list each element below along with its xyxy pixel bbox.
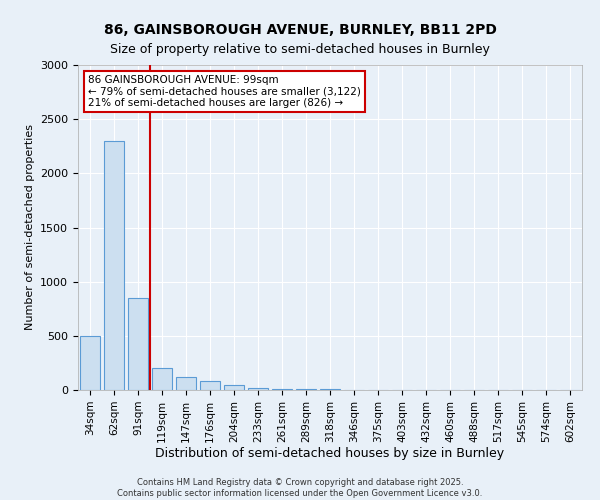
Bar [200, 382, 220, 390]
Text: 86, GAINSBOROUGH AVENUE, BURNLEY, BB11 2PD: 86, GAINSBOROUGH AVENUE, BURNLEY, BB11 2… [104, 22, 496, 36]
Bar [152, 368, 172, 390]
Text: Contains HM Land Registry data © Crown copyright and database right 2025.
Contai: Contains HM Land Registry data © Crown c… [118, 478, 482, 498]
Bar [128, 298, 148, 390]
Bar [104, 141, 124, 390]
X-axis label: Distribution of semi-detached houses by size in Burnley: Distribution of semi-detached houses by … [155, 448, 505, 460]
Text: Size of property relative to semi-detached houses in Burnley: Size of property relative to semi-detach… [110, 42, 490, 56]
Bar [224, 384, 244, 390]
Bar [80, 336, 100, 390]
Bar [272, 389, 292, 390]
Text: 86 GAINSBOROUGH AVENUE: 99sqm
← 79% of semi-detached houses are smaller (3,122)
: 86 GAINSBOROUGH AVENUE: 99sqm ← 79% of s… [88, 74, 361, 108]
Bar [248, 388, 268, 390]
Y-axis label: Number of semi-detached properties: Number of semi-detached properties [25, 124, 35, 330]
Bar [176, 377, 196, 390]
